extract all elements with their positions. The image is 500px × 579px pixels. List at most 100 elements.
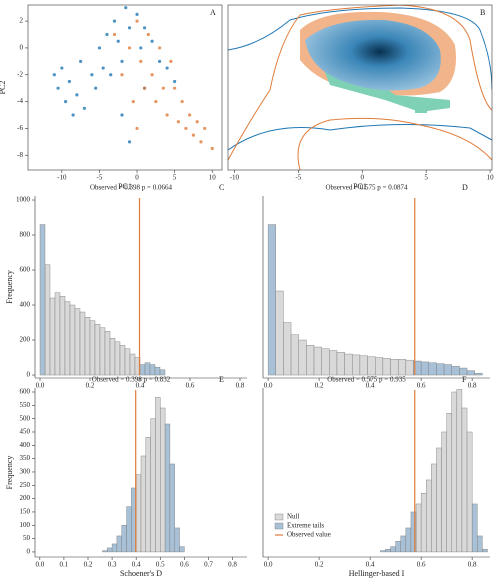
- bar: [149, 364, 156, 376]
- y-tick-label: 450: [20, 428, 31, 436]
- y-tick-label: 2: [20, 17, 24, 25]
- point: [94, 86, 98, 90]
- bar: [114, 341, 121, 376]
- panel-label: E: [219, 375, 224, 384]
- point: [195, 120, 199, 124]
- x-tick-label: 0.6: [186, 382, 195, 390]
- bar: [99, 327, 106, 376]
- x-tick-label: 0.2: [86, 382, 95, 390]
- bar: [283, 322, 292, 376]
- point: [139, 59, 143, 63]
- y-tick-label: 100: [20, 521, 31, 529]
- point: [67, 79, 71, 84]
- bar: [441, 431, 447, 553]
- x-tick-label: 0.2: [84, 561, 93, 569]
- x-axis-label: PC1: [118, 182, 132, 191]
- x-tick-label: 0.8: [236, 382, 245, 390]
- bar: [145, 437, 151, 553]
- y-tick-label: 1000: [16, 196, 31, 204]
- bar: [84, 317, 91, 376]
- density-map: [228, 5, 492, 170]
- x-axis-label: Schoener's D: [120, 569, 162, 578]
- annotation: Observed = 0.575 p = 0.0874: [326, 184, 408, 192]
- point: [97, 46, 102, 50]
- point: [131, 99, 135, 104]
- bar: [89, 320, 96, 376]
- x-tick-label: 10: [209, 174, 217, 182]
- bar: [160, 407, 166, 553]
- point: [157, 46, 162, 50]
- bar: [428, 362, 437, 376]
- y-axis-label: Frequency: [5, 270, 14, 304]
- y-axis-label: Frequency: [5, 456, 14, 490]
- point: [127, 140, 132, 144]
- bar: [290, 334, 299, 376]
- y-tick-label: 400: [20, 441, 31, 449]
- bar: [306, 345, 315, 376]
- bar: [267, 224, 276, 376]
- x-tick-label: 0: [360, 174, 364, 182]
- bar: [410, 511, 417, 553]
- point: [124, 6, 128, 10]
- point: [161, 86, 165, 90]
- bar: [474, 373, 483, 376]
- bar: [154, 366, 161, 376]
- bar: [139, 364, 146, 376]
- y-tick-label: 600: [20, 388, 31, 396]
- bar: [359, 355, 368, 376]
- bar: [443, 364, 452, 376]
- bar: [54, 292, 61, 376]
- y-tick-label: 200: [20, 494, 31, 502]
- x-tick-label: 0.7: [204, 561, 213, 569]
- bar: [329, 350, 338, 376]
- bar: [39, 224, 46, 376]
- x-tick-label: 5: [424, 174, 428, 182]
- x-tick-label: -10: [230, 174, 240, 182]
- bar: [321, 348, 330, 376]
- annotation: Observed = 0.575 p = 0.935: [327, 376, 406, 384]
- bar: [426, 479, 432, 553]
- panel-label: F: [462, 375, 467, 384]
- x-tick-label: 0.5: [156, 561, 165, 569]
- x-tick-label: 0.8: [468, 382, 477, 390]
- point: [112, 19, 117, 23]
- bar: [451, 366, 460, 376]
- bar: [121, 525, 127, 553]
- bar: [144, 362, 151, 376]
- point: [71, 113, 75, 117]
- bar: [382, 358, 391, 376]
- bar: [102, 550, 108, 553]
- bar: [174, 527, 180, 553]
- orange-outline: [228, 5, 492, 161]
- bar: [451, 391, 458, 553]
- point: [173, 86, 177, 90]
- x-tick-label: 0.4: [132, 561, 141, 569]
- x-axis-label: PC1: [353, 182, 367, 191]
- bar: [397, 359, 407, 376]
- bar: [420, 493, 427, 553]
- point: [157, 59, 162, 63]
- bar: [104, 331, 111, 376]
- point: [109, 73, 113, 77]
- y-tick-label: 200: [20, 336, 31, 344]
- point: [112, 32, 117, 37]
- bar: [298, 339, 307, 376]
- bar: [313, 346, 322, 376]
- bar: [109, 338, 116, 376]
- x-tick-label: -5: [97, 174, 103, 182]
- x-tick-label: 0.8: [228, 561, 237, 569]
- bar: [471, 503, 478, 553]
- y-tick-label: 50: [23, 534, 31, 542]
- point: [60, 66, 64, 70]
- annotation: Observed = 0.398 p = 0.0664: [90, 184, 172, 192]
- x-tick-label: 0.1: [60, 561, 69, 569]
- bar: [59, 296, 66, 376]
- point: [90, 73, 94, 77]
- point: [63, 99, 68, 104]
- point: [127, 26, 132, 30]
- point: [120, 113, 124, 117]
- panel-label: B: [480, 8, 485, 17]
- point: [82, 106, 86, 110]
- x-tick-label: 0.0: [264, 382, 273, 390]
- bar: [116, 535, 122, 553]
